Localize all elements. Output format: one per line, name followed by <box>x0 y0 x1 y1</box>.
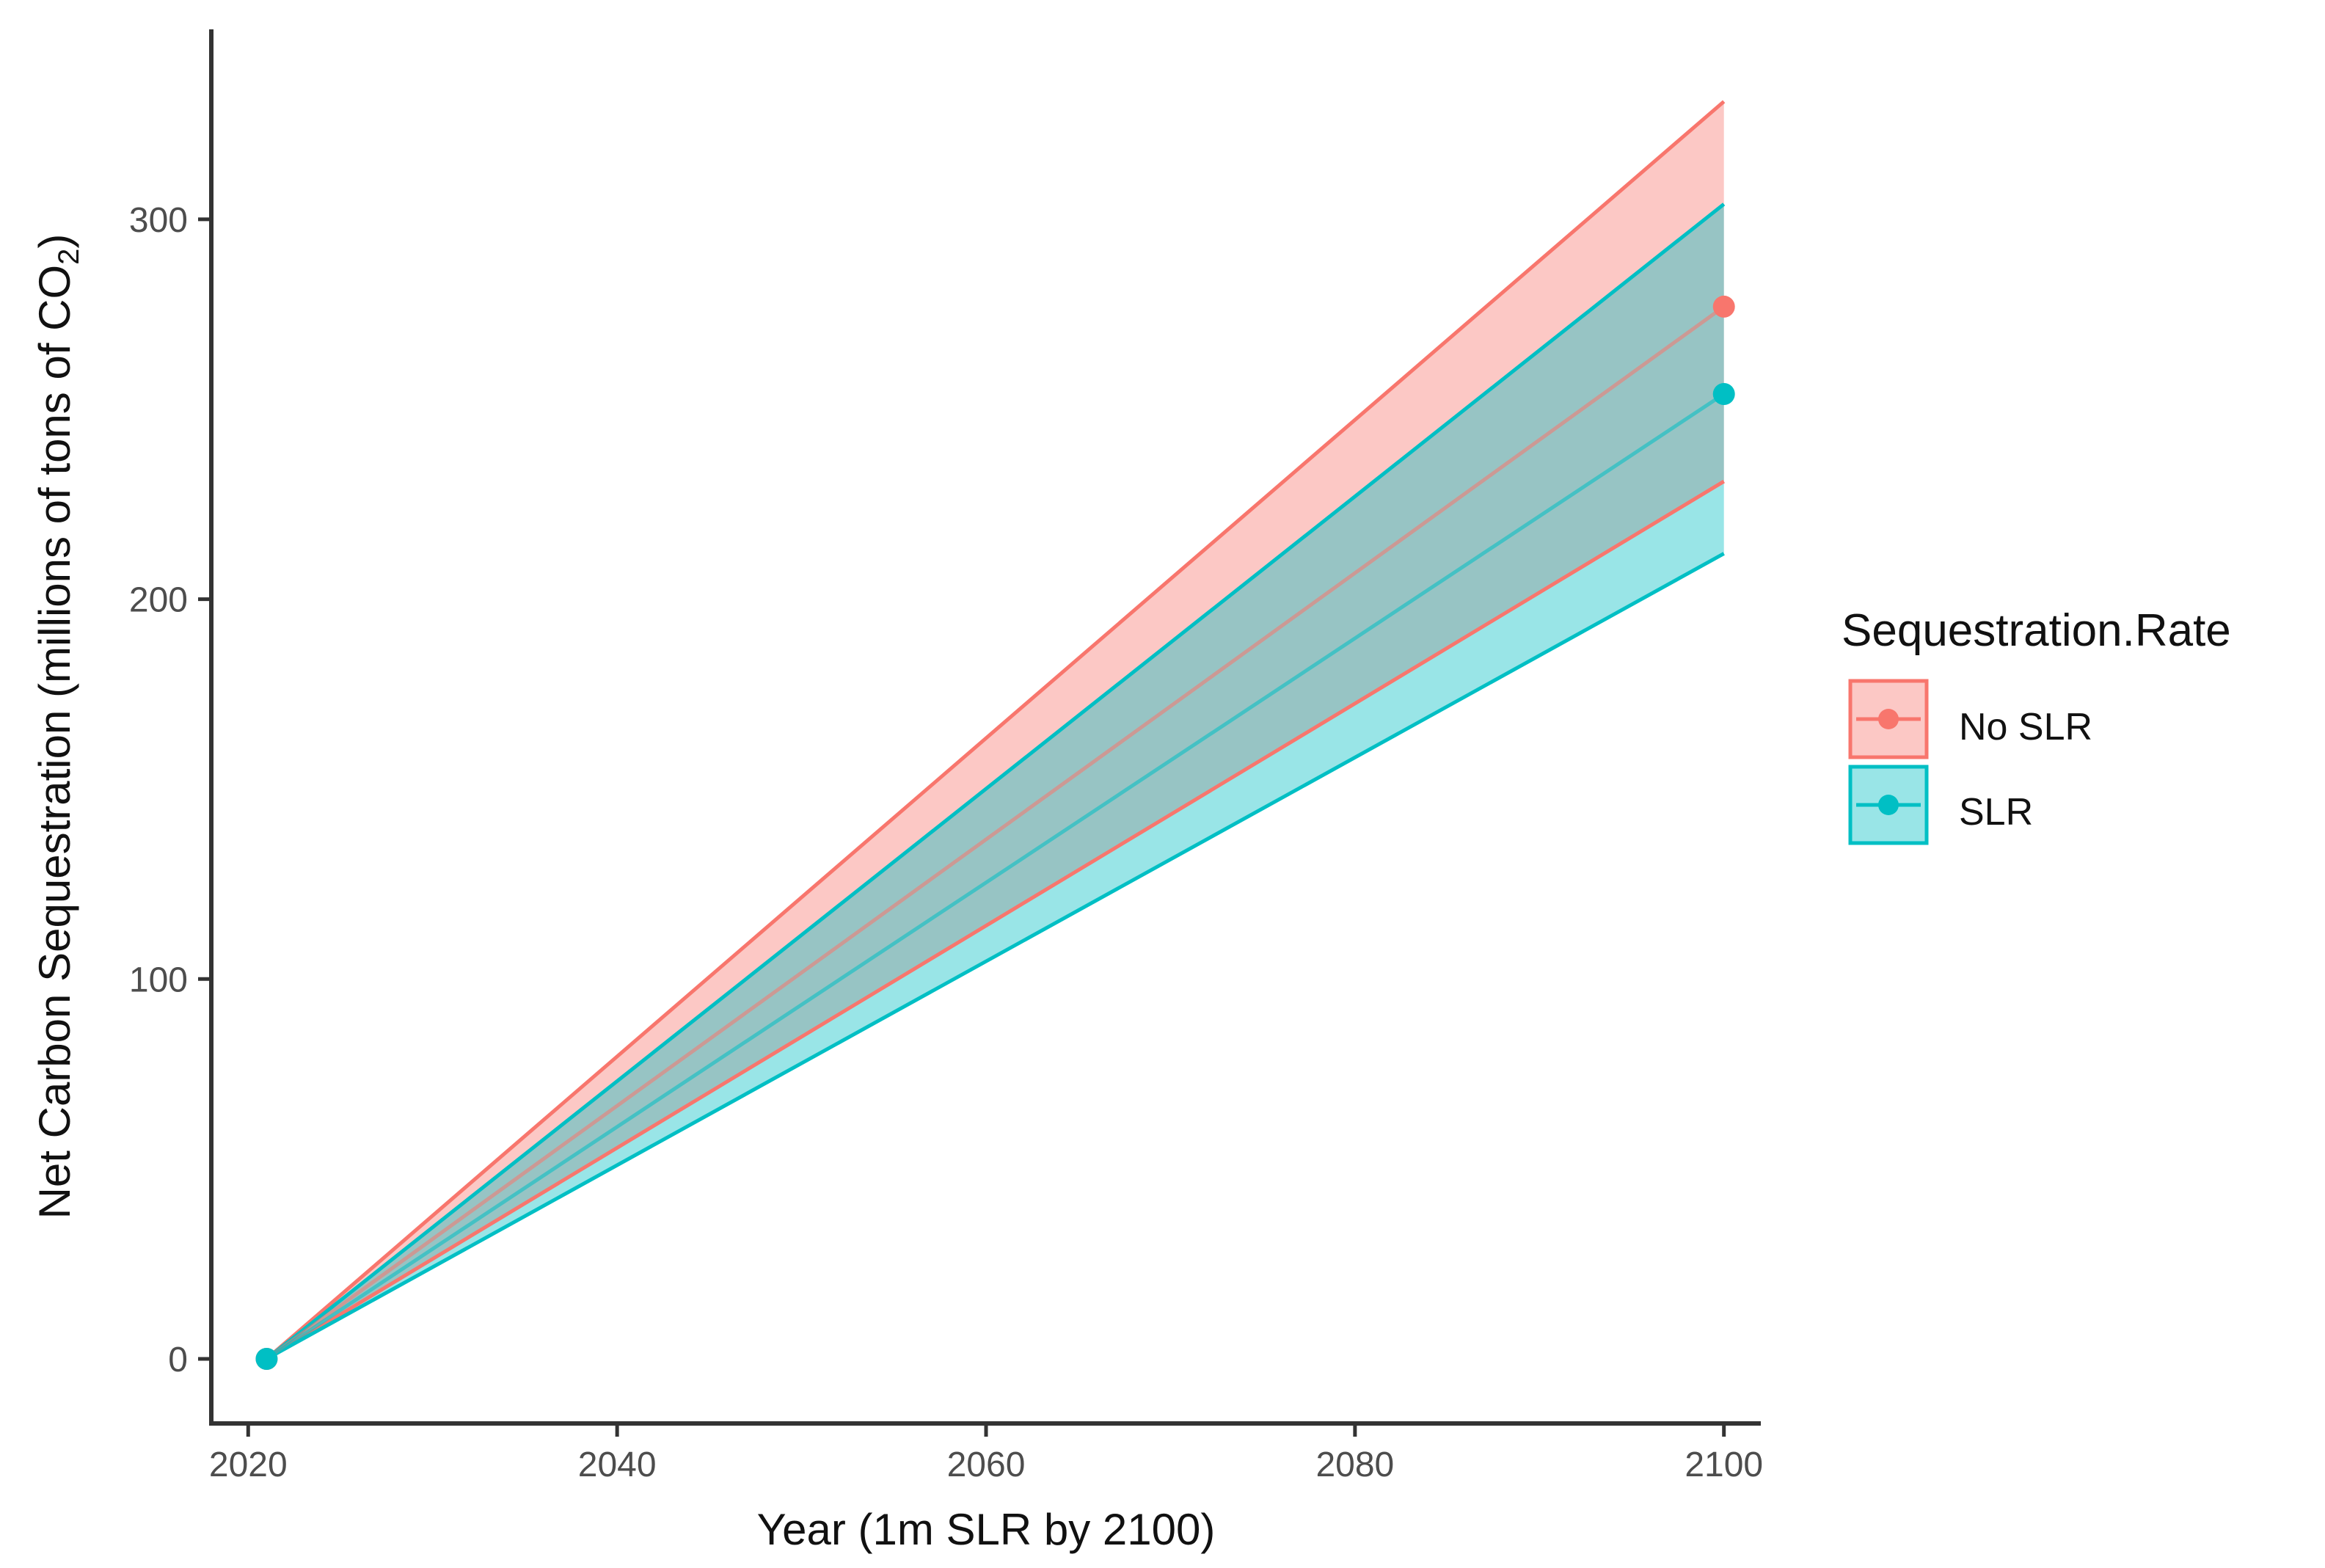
y-tick-label-0: 0 <box>168 1341 188 1379</box>
ribbon-upper-no-slr <box>265 100 1726 1360</box>
legend-label-slr: SLR <box>1959 791 2033 834</box>
line-slr <box>266 392 1726 1361</box>
legend-label-no-slr: No SLR <box>1959 706 2092 748</box>
point-slr-2021 <box>255 1347 278 1370</box>
x-tick-label-2100: 2100 <box>1685 1445 1763 1484</box>
y-tick-label-300: 300 <box>129 201 188 240</box>
legend-key-point-slr <box>1878 795 1899 815</box>
legend-title: Sequestration.Rate <box>1842 605 2231 656</box>
plot-marks <box>255 100 1735 1370</box>
y-axis-title: Net Carbon Sequestration (millions of to… <box>30 234 85 1219</box>
x-axis-title: Year (1m SLR by 2100) <box>757 1505 1216 1554</box>
ribbon-upper-slr <box>265 203 1726 1360</box>
legend-key-point-no-slr <box>1878 709 1899 729</box>
line-no-slr <box>265 305 1726 1361</box>
y-axis-title-main: Net Carbon Sequestration (millions of to… <box>30 265 79 1219</box>
x-tick-label-2080: 2080 <box>1315 1445 1394 1484</box>
x-ticks: 2020 2040 2060 2080 2100 <box>209 1423 1763 1484</box>
y-axis-title-subscript: 2 <box>53 249 85 265</box>
x-tick-label-2020: 2020 <box>209 1445 288 1484</box>
point-no-slr-2100 <box>1712 295 1735 318</box>
x-tick-label-2040: 2040 <box>578 1445 657 1484</box>
ribbon-lower-slr <box>266 552 1725 1361</box>
point-slr-2100 <box>1712 383 1735 406</box>
legend: Sequestration.Rate No SLR SLR <box>1842 605 2231 845</box>
ribbon-lower-no-slr <box>266 479 1726 1361</box>
y-axis-title-end: ) <box>30 234 79 249</box>
x-tick-label-2060: 2060 <box>947 1445 1026 1484</box>
legend-keys <box>1848 679 1929 845</box>
y-tick-label-100: 100 <box>129 960 188 999</box>
y-tick-label-200: 200 <box>129 581 188 620</box>
y-ticks: 0 100 200 300 <box>129 201 211 1379</box>
